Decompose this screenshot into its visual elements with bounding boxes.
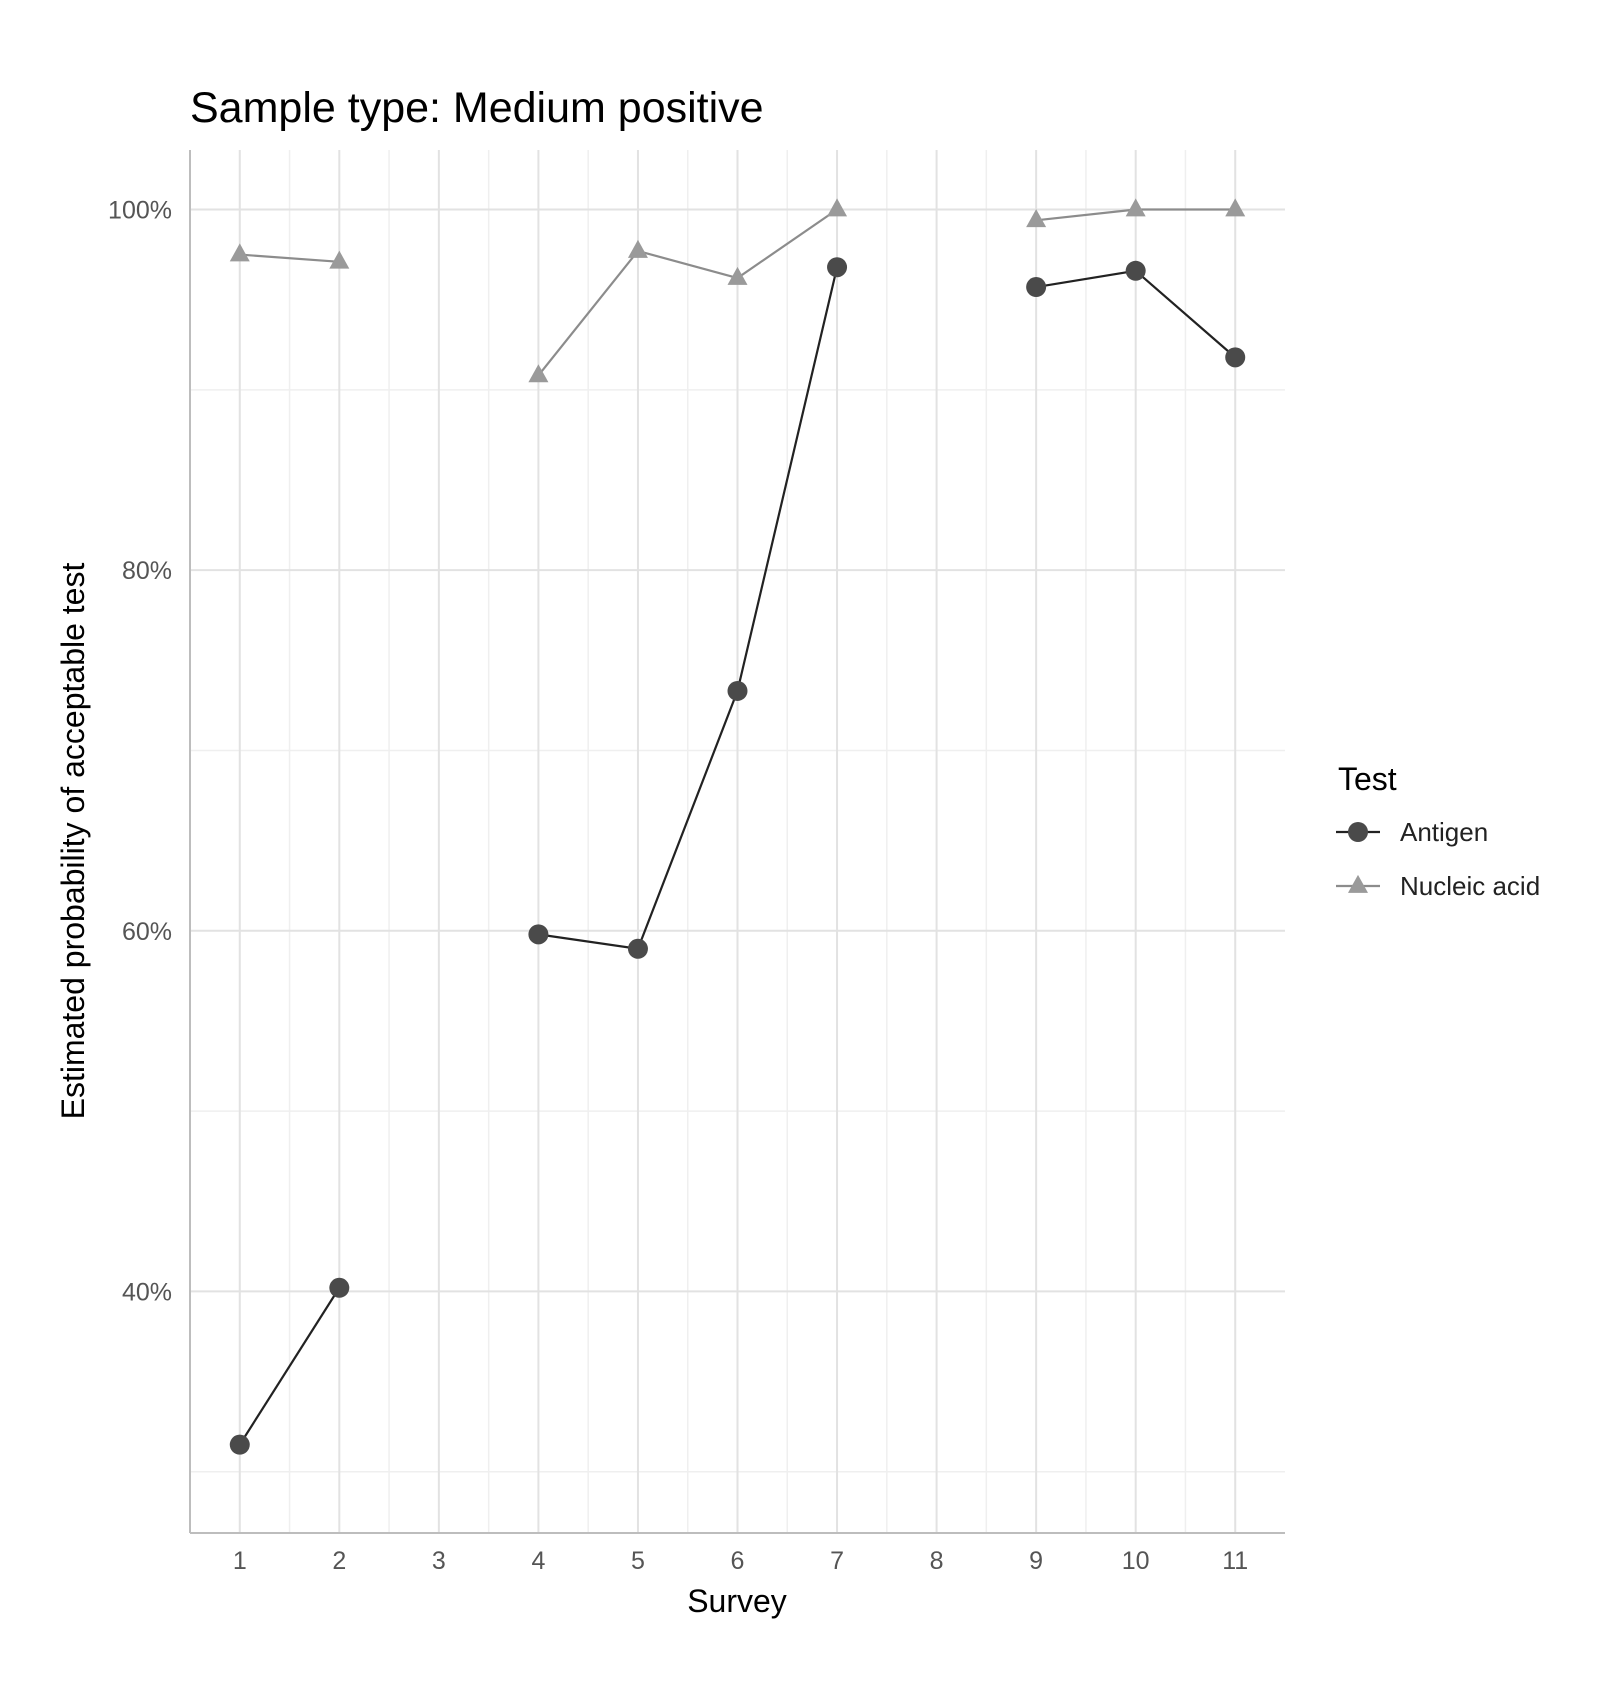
x-tick-label: 10 bbox=[1122, 1547, 1150, 1575]
data-point bbox=[1026, 277, 1047, 298]
y-tick-label: 40% bbox=[122, 1278, 172, 1306]
data-point bbox=[1125, 260, 1146, 281]
data-point bbox=[827, 257, 848, 278]
series-line bbox=[238, 1287, 341, 1446]
data-point bbox=[627, 239, 648, 258]
data-point bbox=[727, 266, 748, 285]
data-point bbox=[329, 1277, 350, 1298]
series-line bbox=[538, 266, 839, 951]
x-tick-label: 6 bbox=[731, 1547, 745, 1575]
x-tick-label: 3 bbox=[432, 1547, 446, 1575]
legend-key-marker bbox=[1348, 874, 1368, 893]
data-point bbox=[528, 924, 549, 945]
data-point bbox=[528, 364, 549, 383]
legend-item: Nucleic acid bbox=[1336, 871, 1540, 901]
x-tick-label: 1 bbox=[233, 1547, 247, 1575]
y-axis-title: Estimated probability of acceptable test bbox=[55, 563, 91, 1120]
data-point bbox=[1225, 347, 1246, 368]
data-point bbox=[1125, 198, 1146, 217]
legend-title: Test bbox=[1338, 761, 1397, 797]
tick-labels: 40% 60% 80% 100% 1 2 3 4 5 6 7 8 9 10 11 bbox=[108, 197, 1248, 1575]
y-tick-label: 80% bbox=[122, 557, 172, 585]
chart-title: Sample type: Medium positive bbox=[190, 84, 764, 132]
x-tick-label: 11 bbox=[1222, 1547, 1248, 1575]
legend-item: Antigen bbox=[1336, 817, 1488, 847]
x-tick-label: 7 bbox=[830, 1547, 844, 1575]
series-line bbox=[537, 208, 838, 377]
series-line bbox=[239, 253, 340, 263]
x-axis-title: Survey bbox=[687, 1583, 787, 1619]
data-point bbox=[329, 250, 350, 269]
x-tick-label: 8 bbox=[930, 1547, 944, 1575]
series bbox=[229, 198, 1246, 1455]
x-tick-label: 2 bbox=[332, 1547, 346, 1575]
data-point bbox=[727, 680, 748, 701]
data-point bbox=[1225, 198, 1246, 217]
data-point bbox=[229, 243, 250, 262]
legend-label: Antigen bbox=[1400, 817, 1488, 847]
x-tick-label: 5 bbox=[631, 1547, 645, 1575]
legend-label: Nucleic acid bbox=[1400, 871, 1540, 901]
data-point bbox=[229, 1434, 250, 1455]
y-tick-label: 100% bbox=[108, 197, 172, 225]
x-tick-label: 9 bbox=[1029, 1547, 1043, 1575]
x-tick-label: 4 bbox=[531, 1547, 545, 1575]
axes bbox=[189, 150, 1285, 1534]
grid bbox=[190, 150, 1285, 1533]
series-nucleic-acid bbox=[229, 198, 1246, 383]
y-tick-label: 60% bbox=[122, 918, 172, 946]
data-point bbox=[627, 938, 648, 959]
legend-key-marker bbox=[1348, 822, 1368, 842]
data-point bbox=[827, 198, 848, 217]
series-antigen bbox=[229, 257, 1246, 1455]
legend: Test Antigen Nucleic acid bbox=[1336, 761, 1540, 901]
data-point bbox=[1026, 209, 1047, 228]
